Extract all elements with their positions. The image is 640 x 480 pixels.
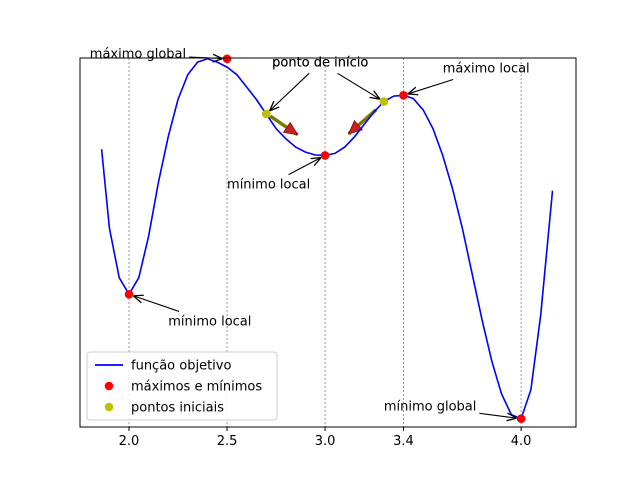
x-axis-ticks: 2.0 2.5 3.0 3.4 4.0 bbox=[119, 427, 532, 449]
annotation-arrow bbox=[270, 72, 310, 111]
x-tick-label: 2.0 bbox=[119, 434, 140, 449]
x-tick-label: 4.0 bbox=[511, 434, 532, 449]
legend: função objetivo máximos e mínimos pontos i… bbox=[86, 351, 278, 421]
legend-swatch-marker bbox=[104, 381, 114, 391]
x-tick-label: 3.0 bbox=[315, 434, 336, 449]
legend-swatch-marker bbox=[104, 402, 114, 412]
annotation-label: ponto de início bbox=[272, 55, 368, 70]
start-point bbox=[261, 109, 271, 119]
annotation-label: mínimo local bbox=[168, 314, 251, 329]
legend-box bbox=[86, 351, 278, 421]
annotation-label: máximo local bbox=[443, 62, 530, 77]
extremum-point bbox=[320, 151, 330, 160]
legend-label: pontos iniciais bbox=[131, 401, 224, 416]
annotation-label: mínimo global bbox=[384, 399, 477, 414]
x-tick-label: 3.4 bbox=[393, 434, 414, 449]
annotation-label: ponto de início bbox=[272, 55, 368, 70]
legend-label: máximos e mínimos bbox=[131, 380, 262, 395]
annotation-label: mínimo local bbox=[227, 178, 310, 193]
gradient-arrows bbox=[269, 108, 378, 137]
extremum-point bbox=[516, 414, 526, 424]
x-tick-label: 2.5 bbox=[217, 434, 238, 449]
annotation-label: máximo global bbox=[90, 47, 186, 62]
gradient-arrow-head bbox=[282, 121, 299, 136]
extremum-point bbox=[399, 91, 408, 100]
start-point bbox=[379, 97, 389, 106]
annotation-arrow bbox=[288, 158, 321, 176]
plot-frame bbox=[79, 57, 577, 428]
annotation-arrow bbox=[479, 413, 516, 418]
annotation-arrow bbox=[408, 78, 454, 94]
legend-label: função objetivo bbox=[131, 359, 231, 374]
extremum-point bbox=[222, 54, 232, 64]
grid bbox=[128, 58, 522, 427]
extremum-point bbox=[124, 290, 134, 299]
annotation-arrow bbox=[337, 72, 380, 99]
annotation-arrow bbox=[133, 296, 180, 312]
